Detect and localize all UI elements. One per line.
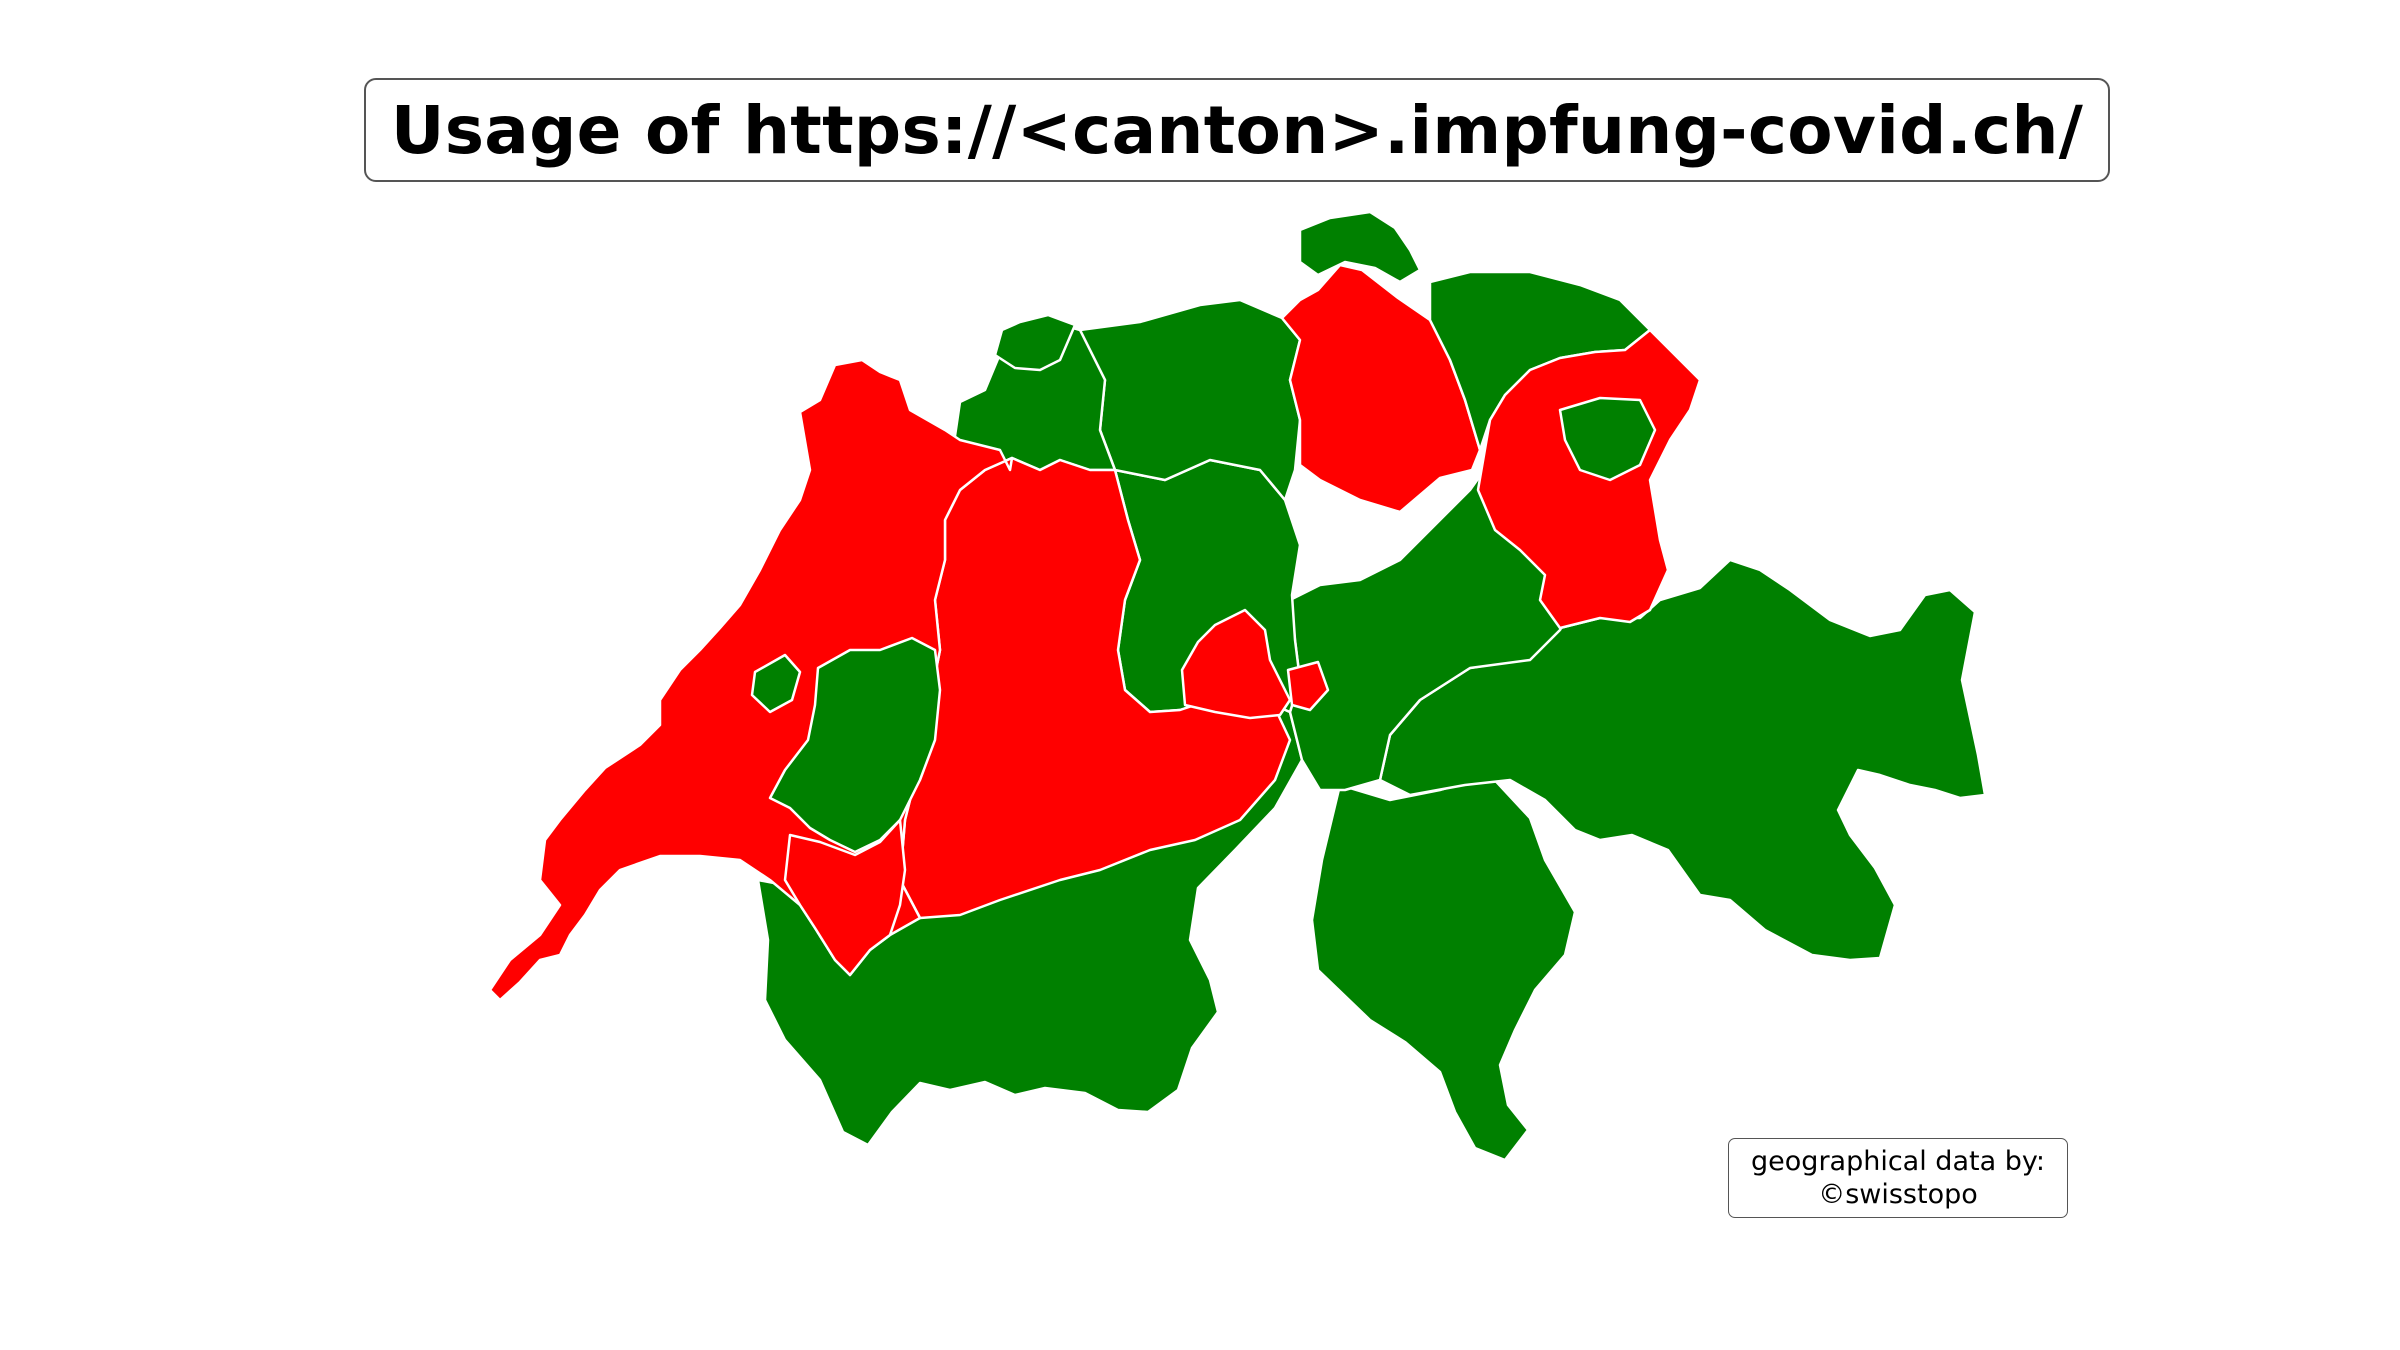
region-zurich bbox=[1280, 263, 1482, 514]
credit-line-2: ©swisstopo bbox=[1818, 1179, 1978, 1210]
region-vaud-south bbox=[783, 818, 907, 977]
region-st-gallen bbox=[1476, 328, 1702, 630]
region-fribourg bbox=[768, 636, 942, 854]
region-central bbox=[1288, 460, 1582, 792]
region-basel-land bbox=[993, 313, 1077, 372]
region-nidwalden bbox=[1286, 660, 1330, 712]
credit-box: geographical data by: ©swisstopo bbox=[1728, 1138, 2068, 1218]
region-ticino bbox=[1310, 773, 1577, 1162]
title-box: Usage of https://<canton>.impfung-covid.… bbox=[364, 78, 2110, 182]
region-enclave-west bbox=[750, 653, 802, 714]
credit-line-1: geographical data by: bbox=[1751, 1146, 2045, 1177]
region-appenzell bbox=[1558, 396, 1657, 482]
region-obwalden bbox=[1180, 608, 1292, 720]
region-schaffhausen bbox=[1298, 210, 1422, 284]
map-title: Usage of https://<canton>.impfung-covid.… bbox=[390, 91, 2084, 169]
